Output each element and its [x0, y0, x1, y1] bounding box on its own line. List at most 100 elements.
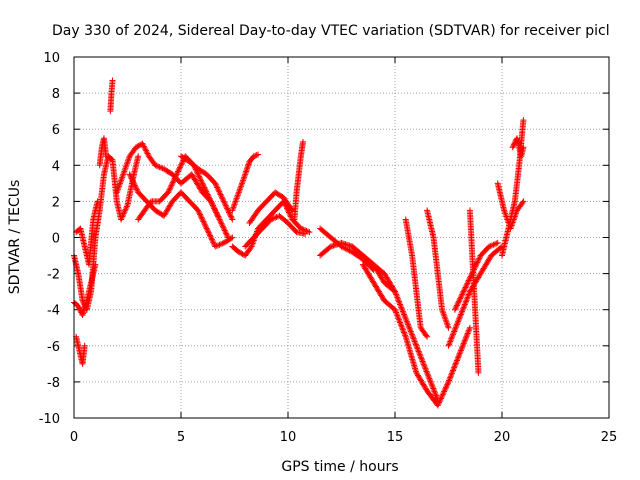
- data-point: [456, 315, 463, 322]
- data-point: [208, 236, 215, 243]
- data-point: [197, 176, 204, 183]
- data-point: [223, 231, 230, 238]
- data-point: [175, 168, 182, 175]
- data-point: [285, 208, 292, 215]
- data-point: [454, 320, 461, 326]
- data-point: [252, 152, 259, 159]
- data-point: [141, 144, 148, 151]
- data-point: [428, 379, 435, 386]
- data-point: [202, 187, 209, 194]
- data-point: [395, 298, 402, 305]
- data-point: [464, 295, 471, 302]
- x-tick-label: 20: [494, 430, 511, 445]
- data-point: [228, 215, 235, 222]
- data-point: [269, 215, 276, 222]
- series-trace-21: [424, 207, 452, 331]
- data-point: [401, 329, 408, 336]
- data-point: [455, 318, 462, 325]
- data-point: [208, 199, 215, 206]
- data-point: [217, 217, 224, 224]
- data-point: [393, 291, 400, 298]
- data-point: [402, 332, 409, 339]
- data-point: [436, 398, 443, 405]
- data-point: [475, 369, 482, 376]
- data-point: [212, 208, 219, 215]
- y-tick-label: -6: [47, 340, 60, 355]
- data-point: [416, 349, 423, 356]
- y-tick-label: -8: [47, 376, 60, 391]
- data-point: [397, 302, 404, 309]
- data-point: [459, 307, 466, 314]
- data-point: [402, 314, 409, 321]
- y-tick-label: -4: [47, 304, 60, 319]
- data-point: [370, 266, 377, 273]
- series-trace-15: [291, 138, 306, 223]
- data-point: [397, 301, 404, 308]
- data-point: [442, 385, 449, 392]
- data-point: [123, 204, 130, 211]
- data-point: [343, 246, 350, 253]
- data-point: [143, 149, 150, 156]
- data-point: [205, 192, 212, 199]
- data-point: [423, 332, 430, 339]
- data-point: [453, 357, 460, 364]
- data-point: [172, 174, 179, 181]
- data-point: [134, 143, 141, 150]
- data-point: [450, 331, 457, 338]
- data-point: [267, 216, 274, 223]
- data-point: [212, 243, 219, 250]
- series-trace-10: [178, 153, 236, 223]
- data-point: [205, 229, 212, 236]
- data-point: [223, 203, 230, 210]
- data-point: [287, 212, 294, 219]
- data-point: [204, 191, 211, 198]
- data-point: [451, 306, 458, 313]
- x-tick-label: 5: [177, 430, 185, 445]
- data-point: [461, 285, 468, 292]
- data-point: [393, 292, 400, 299]
- data-point: [92, 261, 99, 268]
- series-trace-19: [359, 261, 473, 409]
- data-point: [399, 325, 406, 332]
- data-point: [229, 234, 236, 241]
- data-point: [402, 315, 409, 322]
- x-tick-label: 0: [70, 430, 78, 445]
- data-point: [455, 317, 462, 324]
- data-point: [494, 239, 501, 246]
- data-point: [221, 199, 228, 206]
- data-point: [129, 178, 136, 185]
- data-point: [175, 167, 182, 174]
- series-trace-3: [73, 333, 88, 367]
- data-point: [135, 142, 142, 149]
- data-point: [394, 313, 401, 320]
- data-point: [207, 198, 214, 205]
- data-point: [143, 147, 150, 154]
- data-point: [454, 356, 461, 363]
- data-point: [169, 181, 176, 188]
- data-point: [200, 183, 207, 190]
- data-point: [466, 324, 473, 331]
- data-point: [227, 212, 234, 219]
- data-point: [393, 310, 400, 317]
- data-point: [203, 188, 210, 195]
- y-tick-label: -2: [47, 268, 60, 283]
- data-point: [196, 173, 203, 180]
- data-point: [461, 301, 468, 308]
- data-point: [224, 205, 231, 212]
- data-point: [109, 77, 116, 84]
- data-point: [220, 198, 227, 205]
- data-point: [215, 187, 222, 194]
- data-point: [424, 371, 431, 378]
- data-point: [455, 298, 462, 305]
- data-point: [399, 308, 406, 315]
- data-point: [132, 183, 139, 190]
- data-point: [412, 339, 419, 346]
- data-point: [219, 240, 226, 247]
- data-point: [140, 142, 147, 149]
- x-tick-label: 10: [280, 430, 297, 445]
- data-point: [221, 227, 228, 234]
- data-point: [464, 280, 471, 287]
- data-point: [400, 310, 407, 317]
- series-trace-20: [402, 216, 431, 340]
- data-point: [395, 315, 402, 322]
